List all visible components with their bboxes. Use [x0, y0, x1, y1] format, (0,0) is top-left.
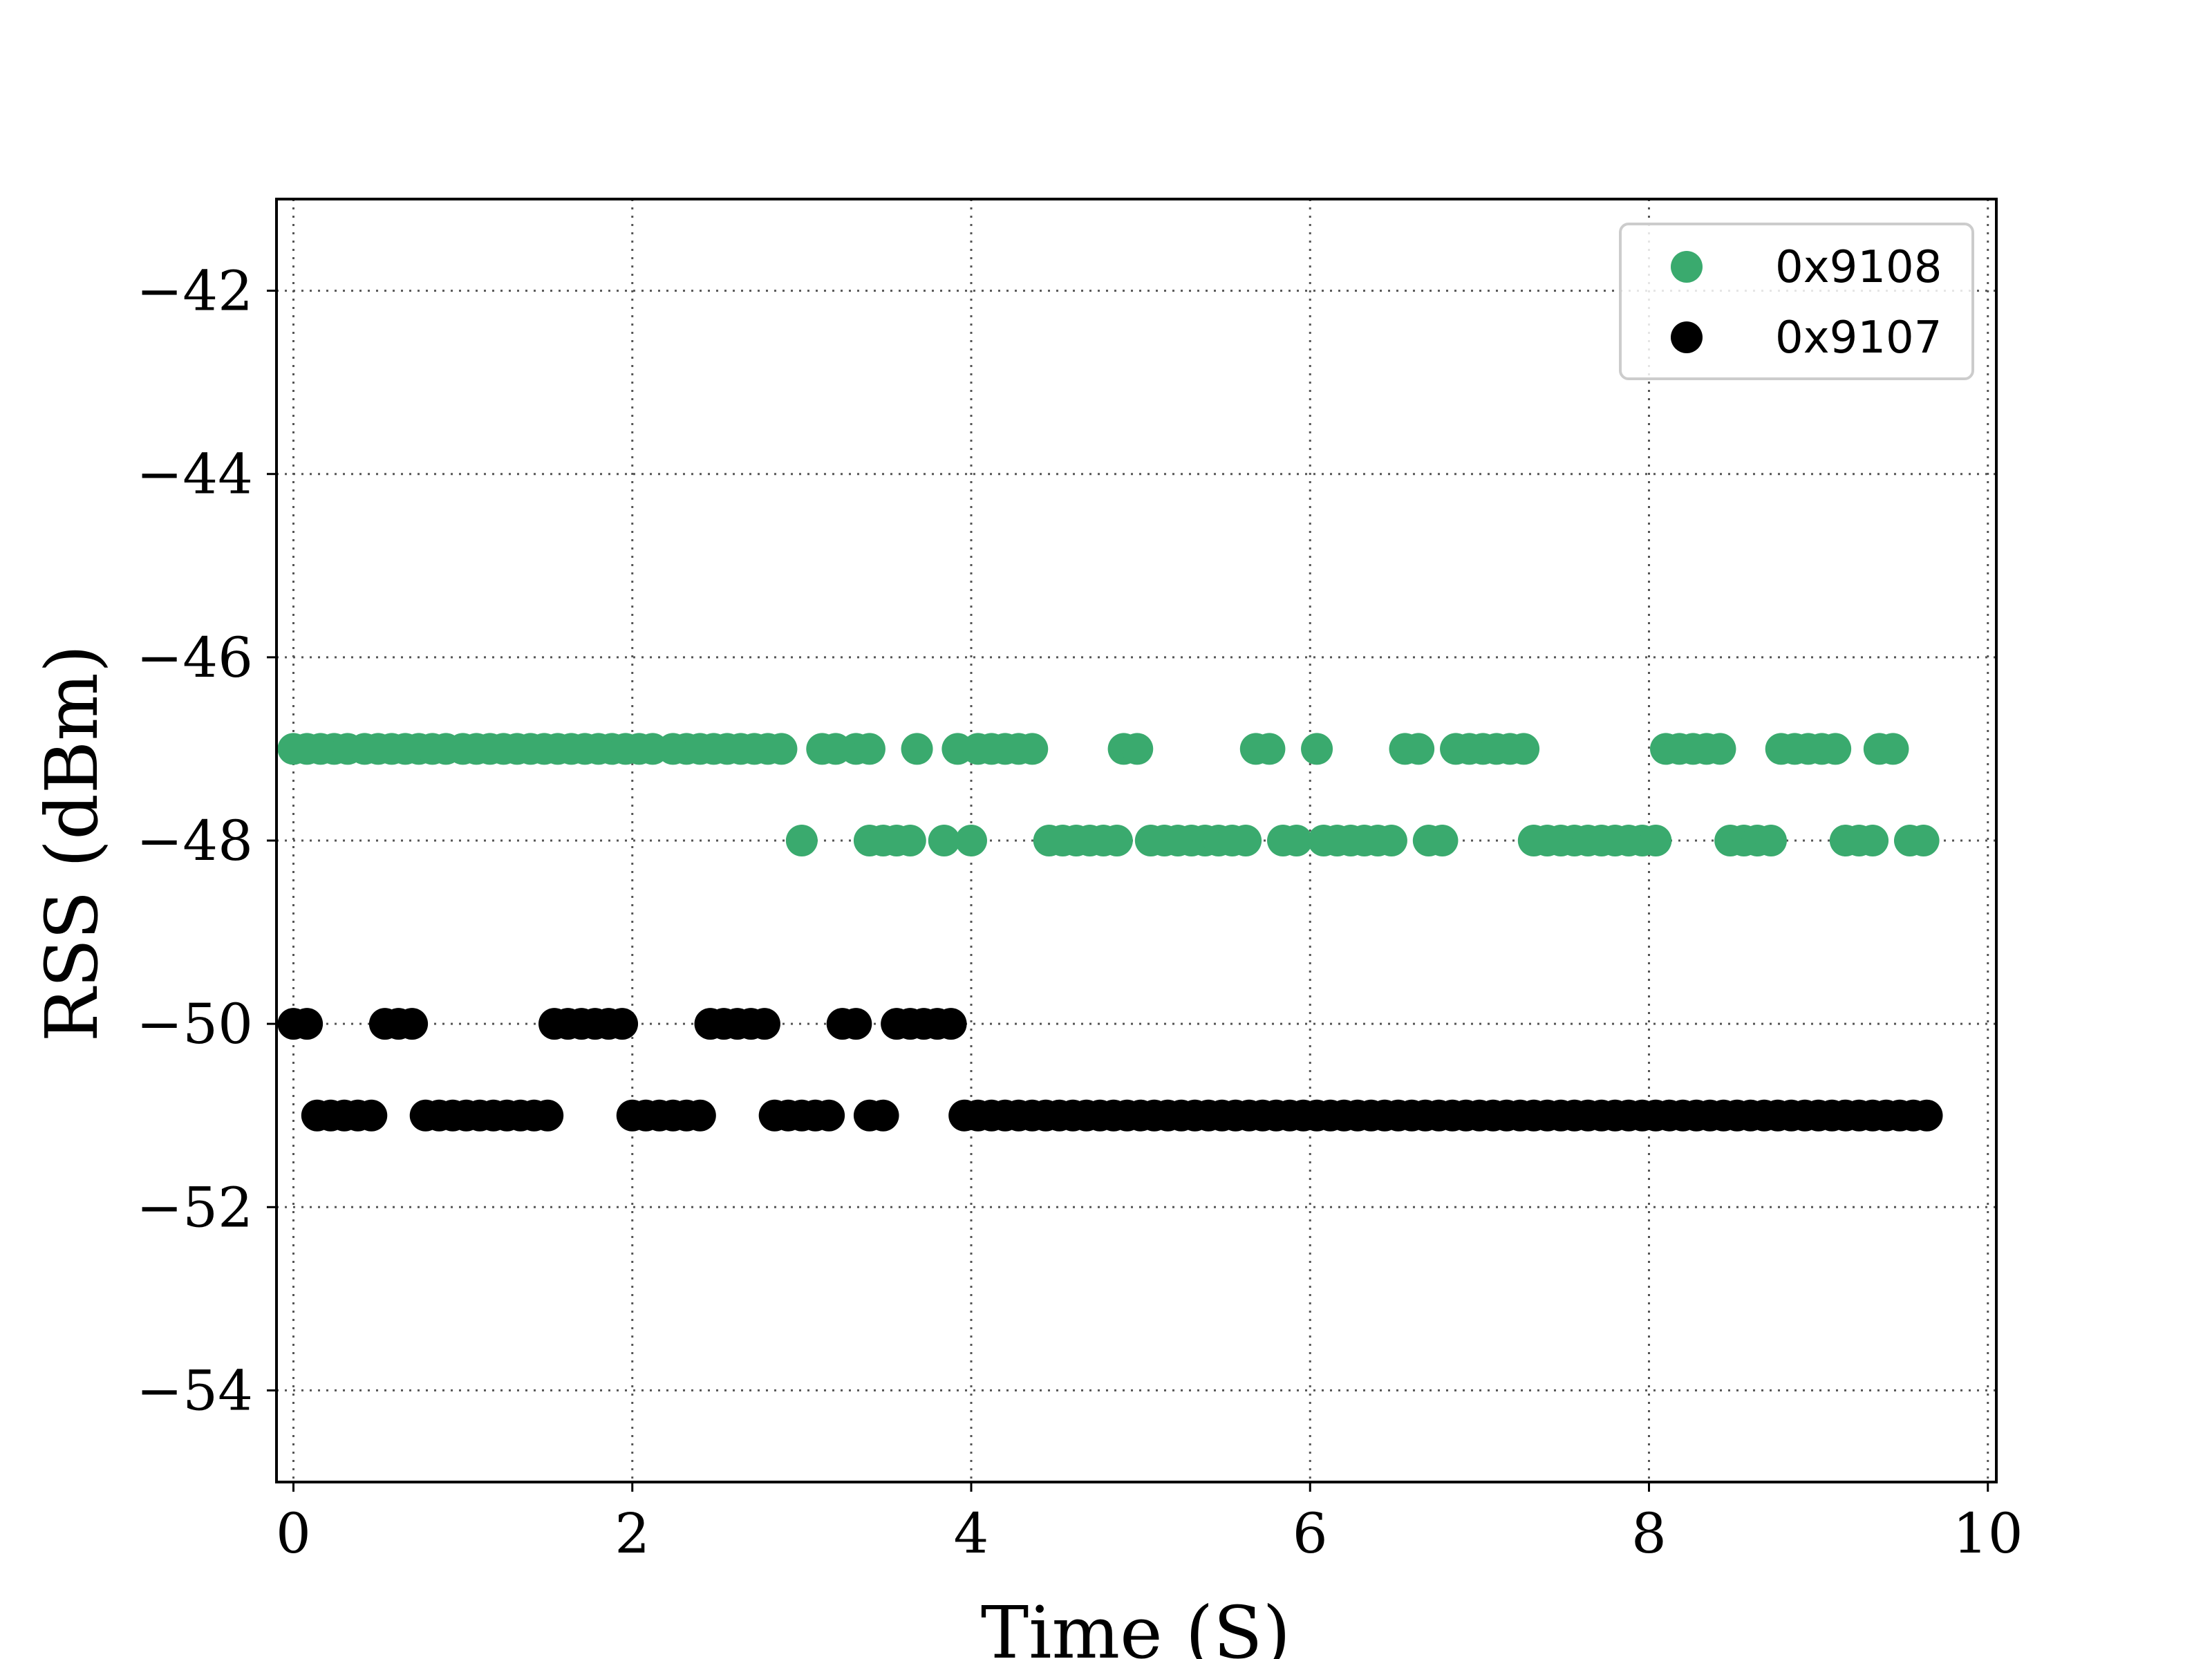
data-point [1704, 733, 1736, 765]
data-point [1375, 825, 1407, 856]
legend: 0x9108 0x9107 [1619, 223, 1974, 380]
y-axis-label: RSS (dBm) [30, 645, 114, 1042]
legend-label-0x9107: 0x9107 [1775, 312, 1942, 364]
data-point [684, 1099, 716, 1132]
data-point [813, 1099, 845, 1132]
legend-marker-0x9108 [1671, 251, 1703, 283]
axis-ticks: 0 2 4 6 8 10 −42 −44 −46 −48 −50 −52 −54 [136, 259, 2023, 1566]
x-tick-label: 8 [1631, 1501, 1667, 1566]
data-point [1280, 825, 1313, 856]
data-point [532, 1099, 564, 1132]
y-tick-label: −42 [136, 259, 253, 324]
x-tick-label: 6 [1293, 1501, 1328, 1566]
y-tick-label: −48 [136, 809, 253, 873]
data-point [1877, 733, 1909, 765]
x-axis-label: Time (S) [981, 1591, 1291, 1659]
data-point [840, 1008, 872, 1040]
data-point [955, 825, 988, 856]
data-point [748, 1008, 780, 1040]
data-point [765, 733, 798, 765]
data-point [1100, 825, 1133, 856]
y-tick-label: −54 [136, 1358, 253, 1423]
data-point [785, 825, 818, 856]
data-point [935, 1008, 967, 1040]
data-point [1508, 733, 1540, 765]
legend-box [1619, 223, 1974, 380]
data-point [867, 1099, 899, 1132]
data-point [853, 733, 885, 765]
data-point [1016, 733, 1049, 765]
series-0x9107 [277, 1008, 1943, 1132]
x-tick-label: 2 [615, 1501, 650, 1566]
data-point [1253, 733, 1286, 765]
data-point [355, 1099, 388, 1132]
data-point [1640, 825, 1672, 856]
data-point [1754, 825, 1787, 856]
data-points [277, 733, 1943, 1132]
data-point [894, 825, 926, 856]
data-point [1121, 733, 1154, 765]
y-tick-label: −50 [136, 992, 253, 1056]
legend-label-0x9108: 0x9108 [1775, 242, 1942, 293]
data-point [291, 1008, 324, 1040]
x-tick-label: 0 [276, 1501, 311, 1566]
data-point [928, 825, 960, 856]
data-point [1230, 825, 1262, 856]
data-point [1301, 733, 1333, 765]
data-point [1907, 825, 1940, 856]
y-tick-label: −44 [136, 442, 253, 507]
data-point [1403, 733, 1435, 765]
x-tick-label: 4 [954, 1501, 989, 1566]
y-tick-label: −46 [136, 626, 253, 690]
data-point [1911, 1099, 1943, 1132]
data-point [1819, 733, 1852, 765]
data-point [606, 1008, 639, 1040]
legend-marker-0x9107 [1671, 321, 1703, 353]
series-0x9108 [277, 733, 1940, 856]
x-tick-label: 10 [1953, 1501, 2023, 1566]
data-point [1426, 825, 1459, 856]
data-point [396, 1008, 429, 1040]
data-point [1857, 825, 1889, 856]
data-point [901, 733, 933, 765]
y-tick-label: −52 [136, 1175, 253, 1239]
